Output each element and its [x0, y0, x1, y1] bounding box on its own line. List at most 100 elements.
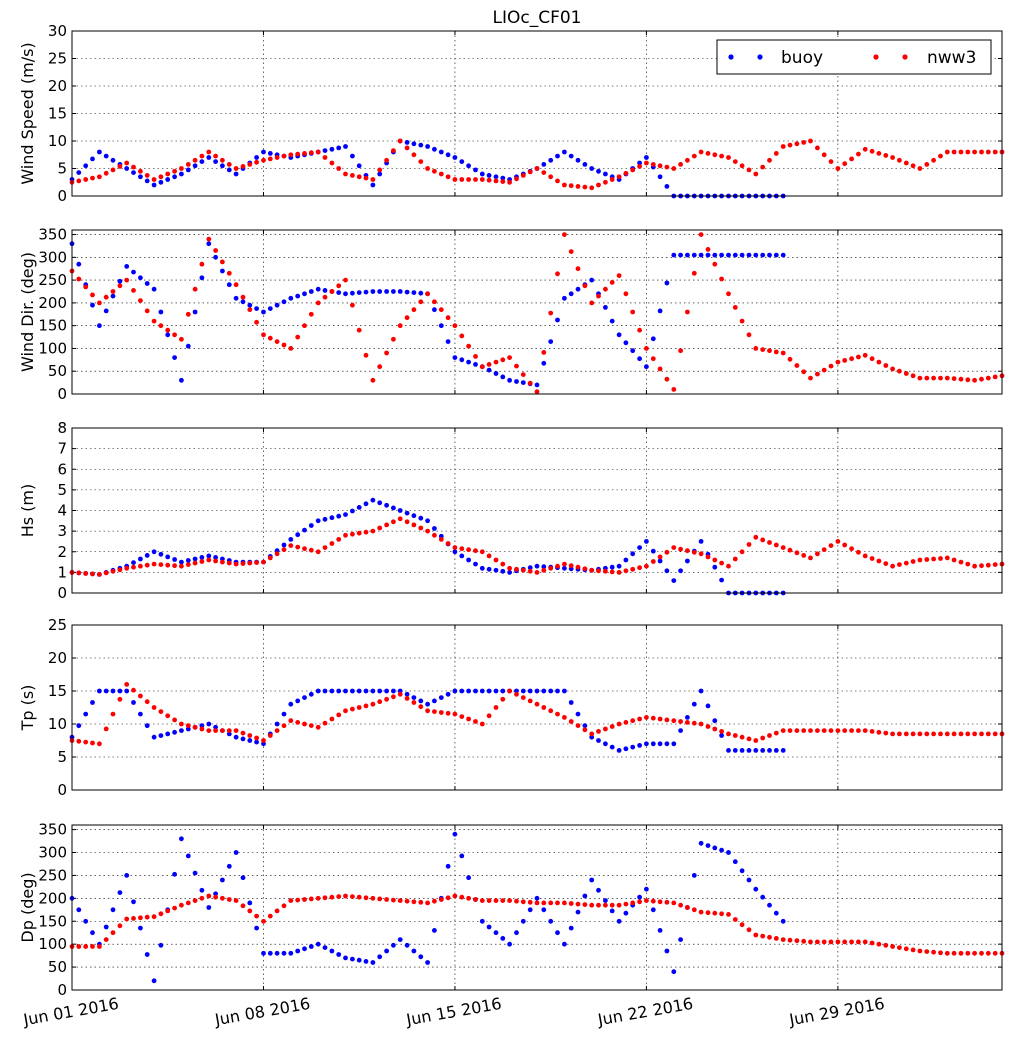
data-point-buoy: [267, 306, 273, 311]
data-point-buoy: [281, 950, 287, 956]
data-point-nww3: [315, 724, 321, 730]
data-point-buoy: [165, 332, 171, 338]
data-point-nww3: [432, 532, 437, 538]
data-point-buoy: [267, 950, 273, 956]
data-point-buoy: [418, 515, 424, 521]
data-point-nww3: [165, 562, 171, 568]
data-point-nww3: [527, 698, 533, 704]
y-tick-label: 20: [48, 649, 67, 667]
data-point-nww3: [965, 950, 971, 956]
data-point-nww3: [274, 728, 280, 733]
data-point-nww3: [671, 900, 677, 906]
data-point-nww3: [247, 307, 253, 313]
data-point-nww3: [746, 736, 752, 742]
data-point-nww3: [644, 715, 649, 720]
data-point-nww3: [705, 910, 711, 916]
data-point-nww3: [322, 294, 328, 300]
data-point-buoy: [493, 567, 499, 573]
data-point-nww3: [890, 563, 895, 569]
y-tick-label: 150: [38, 317, 67, 335]
data-point-nww3: [493, 557, 499, 563]
data-point-nww3: [131, 564, 136, 570]
data-point-buoy: [637, 356, 642, 362]
legend-label-buoy: buoy: [781, 48, 823, 68]
data-point-nww3: [609, 902, 615, 908]
data-point-buoy: [466, 688, 471, 694]
data-point-nww3: [343, 277, 348, 283]
data-point-buoy: [138, 711, 143, 717]
data-point-buoy: [534, 688, 540, 694]
data-point-nww3: [671, 166, 677, 171]
data-point-buoy: [295, 293, 301, 299]
data-point-nww3: [821, 547, 827, 553]
data-point-buoy: [493, 371, 499, 376]
data-point-buoy: [404, 510, 410, 516]
data-point-nww3: [582, 184, 588, 190]
data-point-buoy: [678, 252, 683, 258]
data-point-nww3: [603, 179, 608, 185]
data-point-nww3: [951, 950, 957, 956]
data-point-nww3: [117, 283, 123, 289]
data-point-nww3: [151, 177, 157, 182]
data-point-nww3: [83, 944, 89, 949]
data-point-nww3: [664, 376, 670, 382]
data-point-nww3: [220, 559, 225, 565]
data-point-nww3: [356, 530, 362, 536]
data-point-buoy: [103, 688, 109, 694]
data-point-nww3: [479, 364, 485, 370]
data-point-nww3: [917, 731, 923, 737]
data-point-nww3: [630, 718, 636, 724]
data-point-nww3: [466, 716, 471, 722]
data-point-buoy: [192, 309, 198, 315]
data-point-nww3: [719, 911, 724, 917]
data-point-buoy: [466, 875, 471, 881]
data-point-nww3: [849, 546, 854, 552]
data-point-nww3: [507, 688, 512, 694]
data-point-nww3: [890, 944, 895, 949]
series-nww3: [69, 232, 1005, 395]
data-point-buoy: [568, 153, 574, 159]
data-point-buoy: [185, 726, 191, 732]
data-point-nww3: [787, 937, 793, 943]
data-point-buoy: [486, 367, 492, 373]
data-point-nww3: [862, 939, 868, 945]
data-point-buoy: [103, 924, 109, 930]
data-point-buoy: [76, 723, 82, 729]
data-point-nww3: [958, 731, 964, 737]
data-point-buoy: [780, 748, 786, 753]
subplot-5: 0 50 100 150 200 250 300 350 Dp (deg): [18, 821, 1005, 999]
data-point-nww3: [213, 558, 219, 564]
data-point-nww3: [992, 374, 998, 380]
data-point-buoy: [110, 907, 116, 913]
data-point-nww3: [739, 163, 745, 169]
data-point-nww3: [377, 896, 383, 902]
data-point-nww3: [773, 730, 779, 736]
data-point-buoy: [76, 261, 82, 267]
data-point-nww3: [438, 307, 444, 313]
data-point-nww3: [555, 178, 560, 184]
data-point-nww3: [603, 726, 608, 732]
data-point-nww3: [350, 894, 355, 899]
legend: buoy nww3: [716, 39, 992, 75]
data-point-nww3: [849, 156, 854, 162]
data-point-nww3: [931, 556, 936, 562]
data-point-buoy: [384, 289, 389, 294]
data-point-buoy: [117, 688, 123, 694]
data-point-nww3: [486, 177, 492, 183]
legend-marker-nww3: [873, 54, 879, 60]
data-point-nww3: [842, 358, 848, 363]
data-point-buoy: [575, 909, 581, 915]
data-point-nww3: [336, 712, 342, 718]
data-point-nww3: [835, 166, 841, 171]
data-point-nww3: [664, 164, 670, 170]
data-point-nww3: [869, 148, 875, 154]
data-point-nww3: [862, 553, 868, 559]
data-point-buoy: [473, 688, 478, 694]
data-point-nww3: [903, 946, 909, 952]
data-point-nww3: [83, 177, 89, 182]
data-point-buoy: [254, 739, 259, 745]
y-tick-label: 15: [48, 682, 67, 700]
data-point-nww3: [206, 728, 212, 733]
data-point-nww3: [274, 155, 280, 160]
data-point-nww3: [555, 563, 560, 569]
